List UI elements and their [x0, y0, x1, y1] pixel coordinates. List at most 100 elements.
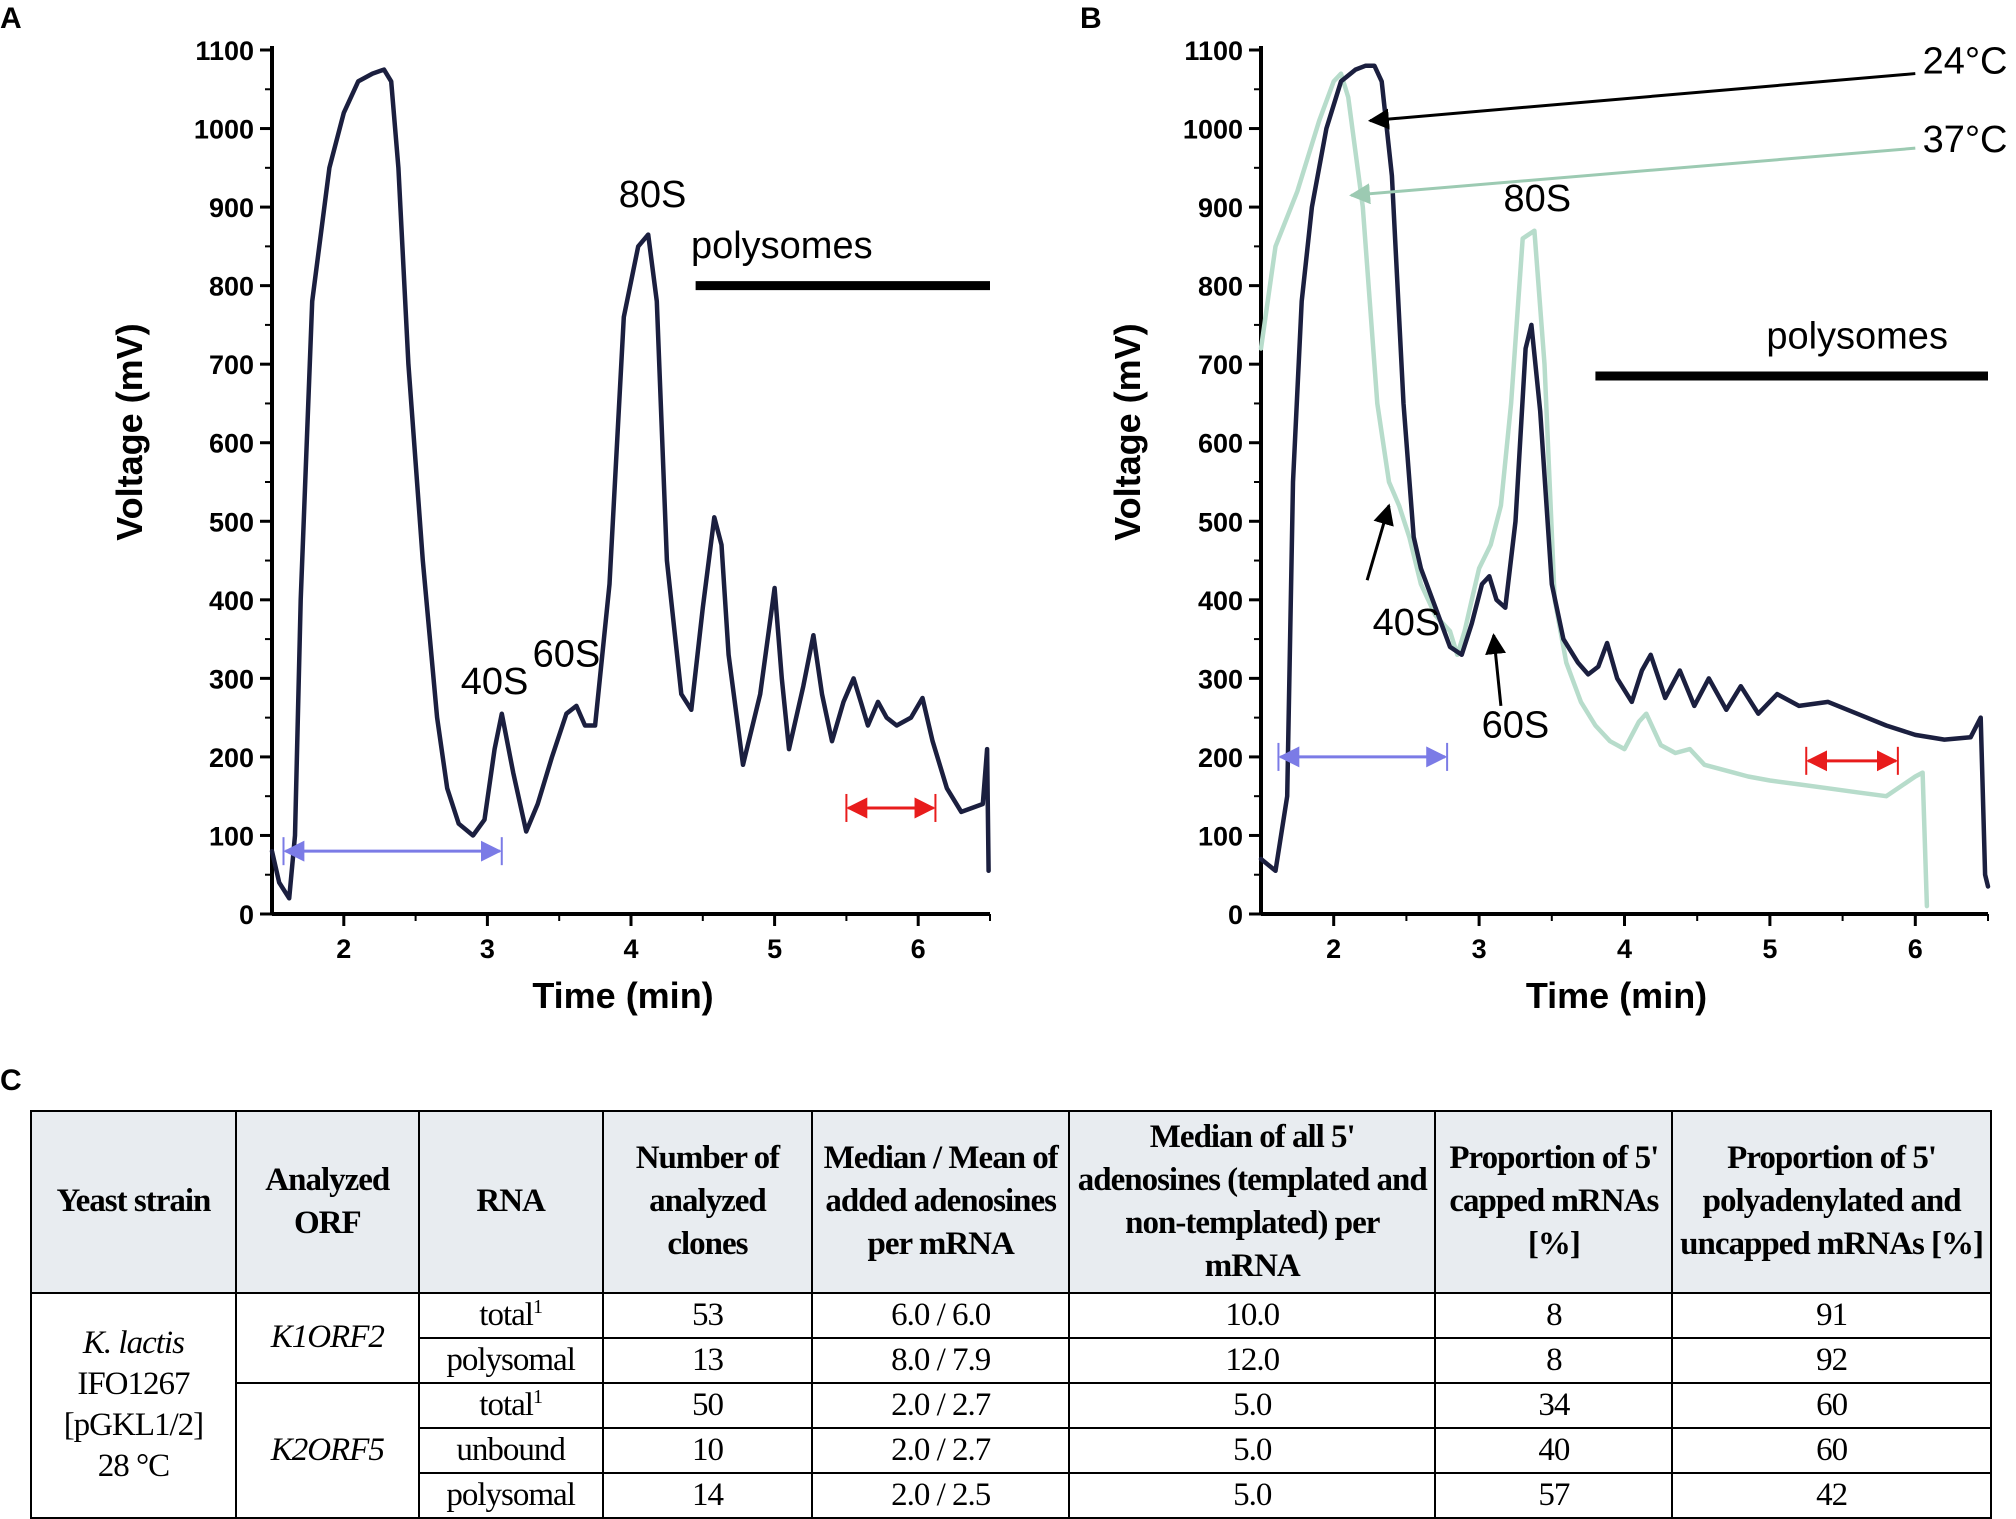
rna-label: polysomal	[446, 1341, 575, 1378]
x-tick-label: 4	[623, 934, 638, 964]
rna-label: unbound	[456, 1431, 565, 1468]
table-cell: 42	[1671, 1471, 1992, 1519]
x-tick-label: 5	[767, 934, 782, 964]
rna-cell: total1	[417, 1291, 604, 1339]
y-tick-label: 300	[209, 664, 254, 694]
rna-label: total	[479, 1296, 534, 1333]
column-header: Proportion of 5' capped mRNAs [%]	[1434, 1110, 1674, 1294]
table-cell: 92	[1671, 1336, 1992, 1384]
pointer-arrow	[1365, 503, 1394, 581]
annotation-80s: 80S	[619, 174, 687, 216]
y-tick-label: 200	[209, 743, 254, 773]
table-cell: 57	[1434, 1471, 1674, 1519]
table-cell: 60	[1671, 1381, 1992, 1429]
y-tick-label: 100	[209, 821, 254, 851]
y-tick-label: 500	[209, 507, 254, 537]
pointer-arrow	[1349, 146, 1916, 205]
x-axis-title: Time (min)	[1526, 975, 1707, 1016]
table-cell: 5.0	[1068, 1381, 1437, 1429]
annotation-37c: 37°C	[1923, 119, 2008, 161]
x-tick-label: 4	[1617, 934, 1632, 964]
table-cell: 13	[601, 1336, 814, 1384]
strain-cell: K. lactis IFO1267 [pGKL1/2] 28 °C	[30, 1291, 237, 1519]
table-row: polysomal 13 8.0 / 7.9 12.0 8 92	[31, 1336, 1992, 1384]
y-axis-title: Voltage (mV)	[109, 323, 150, 540]
annotation-80s: 80S	[1503, 178, 1571, 220]
table-cell: 12.0	[1068, 1336, 1437, 1384]
y-tick-label: 1100	[1184, 36, 1243, 66]
table-cell: 53	[601, 1291, 814, 1339]
panel-letter-c: C	[0, 1064, 22, 1097]
table-cell: 5.0	[1068, 1426, 1437, 1474]
table-cell: 8	[1434, 1336, 1674, 1384]
y-tick-label: 100	[1198, 821, 1243, 851]
table-cell: 8.0 / 7.9	[811, 1336, 1071, 1384]
column-header: Proportion of 5' polyadenylated and unca…	[1671, 1110, 1992, 1294]
series-line-profile	[269, 67, 991, 901]
x-axis-title: Time (min)	[532, 975, 713, 1016]
annotation-polysomes: polysomes	[1766, 315, 1948, 357]
chart-b: 0 100 200 300 400 500 600 700 800 900 1000 1100 2 3 4 5…	[1107, 36, 2007, 1016]
series-line-37c	[1258, 71, 1930, 909]
y-tick-label: 1000	[194, 115, 254, 145]
y-tick-label: 900	[1198, 193, 1243, 223]
table-cell: 2.0 / 2.7	[811, 1426, 1071, 1474]
pointer-arrow	[1367, 72, 1916, 130]
y-tick-label: 600	[209, 429, 254, 459]
x-tick-label: 6	[1908, 934, 1923, 964]
annotation-polysomes: polysomes	[691, 225, 873, 267]
x-tick-label: 2	[1326, 934, 1341, 964]
rna-label: polysomal	[446, 1476, 575, 1513]
annotation-60s: 60S	[533, 634, 601, 676]
data-table: Yeast strain Analyzed ORF RNA Number of …	[30, 1110, 1992, 1519]
x-tick-label: 5	[1762, 934, 1777, 964]
table-cell: 50	[601, 1381, 814, 1429]
strain-name: K. lactis	[82, 1324, 185, 1361]
column-header: Median / Mean of added adenosines per mR…	[811, 1110, 1071, 1294]
y-tick-label: 400	[209, 586, 254, 616]
rna-cell: polysomal	[417, 1471, 604, 1519]
column-header: Median of all 5' adenosines (templated a…	[1068, 1110, 1437, 1294]
table-cell: 10.0	[1068, 1291, 1437, 1339]
rna-label: total	[479, 1386, 534, 1423]
column-header: RNA	[417, 1110, 604, 1294]
table-row: unbound 10 2.0 / 2.7 5.0 40 60	[31, 1426, 1992, 1474]
table-header-row: Yeast strain Analyzed ORF RNA Number of …	[30, 1110, 1992, 1294]
annotation-24c: 24°C	[1923, 41, 2008, 83]
y-tick-label: 400	[1198, 586, 1243, 616]
table-cell: 5.0	[1068, 1471, 1437, 1519]
series-line-24c	[1258, 63, 1991, 889]
x-tick-label: 6	[911, 934, 926, 964]
y-tick-label: 1000	[1183, 115, 1243, 145]
table-cell: 34	[1434, 1381, 1674, 1429]
table-cell: 10	[601, 1426, 814, 1474]
footnote-mark: 1	[532, 1295, 543, 1318]
column-header: Analyzed ORF	[234, 1110, 420, 1294]
x-tick-label: 3	[1472, 934, 1487, 964]
rna-cell: unbound	[417, 1426, 604, 1474]
y-tick-label: 1100	[195, 36, 254, 66]
table-cell: 60	[1671, 1426, 1992, 1474]
annotation-40s: 40S	[1373, 602, 1441, 644]
strain-line: [pGKL1/2]	[63, 1407, 204, 1444]
orf-cell: K1ORF2	[234, 1291, 420, 1384]
table-cell: 14	[601, 1471, 814, 1519]
annotation-40s: 40S	[461, 661, 529, 703]
column-header: Number of analyzed clones	[601, 1110, 814, 1294]
table-cell: 8	[1434, 1291, 1674, 1339]
table-row: K. lactis IFO1267 [pGKL1/2] 28 °C K1ORF2…	[30, 1291, 1992, 1519]
y-tick-label: 200	[1198, 743, 1243, 773]
table-row: K2ORF5 total1 50 2.0 / 2.7 5.0 34 60	[31, 1381, 1992, 1519]
y-axis-title: Voltage (mV)	[1107, 323, 1148, 540]
y-tick-label: 600	[1198, 429, 1243, 459]
y-tick-label: 800	[209, 272, 254, 302]
y-tick-label: 900	[209, 193, 254, 223]
rna-cell: total1	[417, 1381, 604, 1429]
table-cell: 6.0 / 6.0	[811, 1291, 1071, 1339]
y-tick-label: 700	[1198, 350, 1243, 380]
table-cell: 2.0 / 2.5	[811, 1471, 1071, 1519]
x-tick-label: 3	[480, 934, 495, 964]
table-cell: 40	[1434, 1426, 1674, 1474]
strain-line: IFO1267	[77, 1365, 190, 1402]
